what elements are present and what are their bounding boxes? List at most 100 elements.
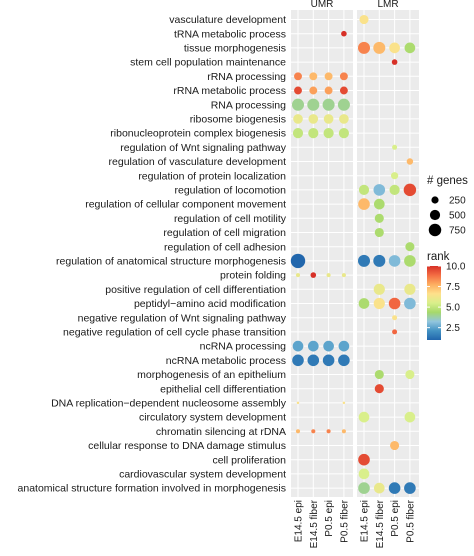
data-point: [309, 72, 318, 81]
data-point: [392, 315, 398, 321]
data-point: [293, 114, 303, 124]
data-point: [324, 72, 333, 81]
color-legend-label: 5.0: [446, 303, 460, 314]
data-point: [405, 242, 415, 252]
data-point: [307, 354, 320, 367]
data-point: [294, 86, 302, 95]
sample-label: E14.5 epi: [360, 500, 371, 542]
sample-labels: E14.5 epi E14.5 fiber P0.5 epi P0.5 fiber E1…: [294, 499, 417, 548]
data-point: [292, 340, 304, 352]
term-label: regulation of cell migration: [163, 227, 286, 239]
term-label: vasculature development: [169, 14, 286, 26]
size-legend-label: 500: [449, 211, 466, 222]
data-point: [290, 253, 306, 269]
term-label: ncRNA metabolic process: [166, 355, 286, 367]
sample-label: P0.5 fiber: [339, 499, 350, 542]
term-label: cell proliferation: [212, 454, 286, 466]
term-label: regulation of Wnt signaling pathway: [120, 142, 287, 154]
term-label: cellular response to DNA damage stimulus: [88, 440, 286, 452]
data-point: [373, 254, 386, 267]
term-label: negative regulation of Wnt signaling pat…: [78, 312, 287, 324]
term-label: ribosome biogenesis: [190, 114, 286, 126]
data-point: [295, 273, 301, 278]
term-label: regulation of vasculature development: [109, 156, 287, 168]
data-point: [341, 30, 347, 37]
data-point: [404, 42, 416, 54]
data-point: [404, 255, 416, 267]
data-point: [373, 198, 385, 210]
term-label: tissue morphogenesis: [184, 43, 286, 55]
data-point: [326, 273, 331, 278]
data-point: [404, 297, 416, 310]
data-point: [324, 86, 333, 95]
term-label: circulatory system development: [139, 412, 286, 424]
data-point: [339, 86, 348, 95]
data-point: [311, 429, 316, 434]
data-point: [341, 273, 346, 278]
data-point: [392, 329, 398, 335]
term-label: regulation of protein localization: [138, 170, 286, 182]
data-point: [391, 59, 398, 65]
size-legend: # genes 250 500 750: [427, 175, 468, 237]
term-label: regulation of locomotion: [175, 185, 287, 197]
data-point: [357, 41, 371, 54]
data-point: [307, 98, 320, 111]
term-label: morphogenesis of an epithelium: [137, 369, 286, 381]
term-label: protein folding: [220, 270, 286, 282]
data-point: [358, 184, 370, 195]
data-point: [322, 354, 335, 367]
data-point: [357, 254, 371, 267]
data-point: [308, 128, 319, 139]
data-point: [308, 114, 319, 124]
data-point: [323, 128, 334, 139]
data-point: [309, 86, 318, 95]
data-point: [358, 468, 370, 480]
term-label: positive regulation of cell differentiat…: [105, 284, 286, 296]
term-label: RNA processing: [211, 99, 286, 111]
data-point: [295, 429, 301, 434]
color-legend: rank 2.5 5.0 7.5 10.0: [427, 251, 466, 340]
data-point: [322, 98, 335, 111]
data-point: [326, 429, 331, 434]
term-label: ribonucleoprotein complex biogenesis: [110, 128, 286, 140]
facet-label-umr: UMR: [311, 0, 334, 10]
term-label: DNA replication−dependent nucleosome ass…: [51, 398, 287, 410]
data-point: [391, 172, 399, 180]
data-point: [373, 297, 385, 310]
term-label: anatomical structure formation involved …: [18, 483, 286, 495]
term-label: ncRNA processing: [200, 341, 287, 353]
term-labels: vasculature development tRNA metabolic pr…: [18, 14, 287, 495]
data-point: [389, 42, 400, 54]
data-point: [388, 297, 401, 310]
data-point: [358, 411, 370, 423]
sample-label: E14.5 epi: [294, 500, 305, 542]
data-points: [290, 14, 417, 494]
term-label: regulation of anatomical structure morph…: [56, 256, 286, 268]
size-legend-key: [429, 209, 441, 221]
size-legend-key: [431, 196, 439, 204]
size-legend-label: 250: [449, 196, 466, 207]
data-point: [373, 184, 386, 196]
term-label: peptidyl−amino acid modification: [134, 298, 286, 310]
term-label: stem cell population maintenance: [130, 57, 286, 69]
term-label: regulation of cell adhesion: [164, 241, 286, 253]
data-point: [359, 14, 369, 25]
term-label: epithelial cell differentiation: [160, 383, 286, 395]
size-legend-key: [428, 223, 442, 237]
sample-label: E14.5 fiber: [309, 499, 320, 548]
data-point: [339, 72, 348, 81]
term-label: rRNA metabolic process: [173, 85, 286, 97]
term-label: negative regulation of cell cycle phase …: [63, 327, 286, 339]
data-point: [307, 340, 319, 352]
term-label: regulation of cellular component movemen…: [85, 199, 286, 211]
color-legend-label: 2.5: [446, 323, 460, 334]
term-label: cardiovascular system development: [119, 469, 286, 481]
color-legend-title: rank: [427, 251, 450, 263]
term-label: regulation of cell motility: [174, 213, 287, 225]
data-point: [404, 283, 416, 295]
sample-label: P0.5 fiber: [405, 499, 416, 542]
sample-label: P0.5 epi: [390, 500, 401, 537]
data-point: [294, 72, 302, 81]
data-point: [339, 114, 349, 124]
